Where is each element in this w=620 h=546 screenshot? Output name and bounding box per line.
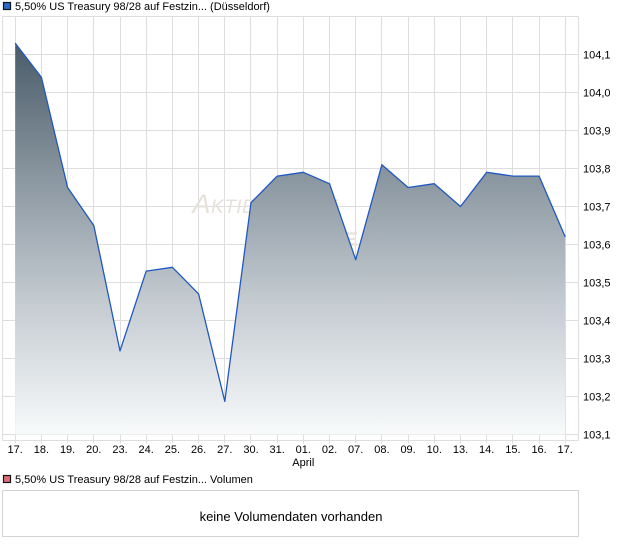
- svg-text:08.: 08.: [374, 444, 389, 456]
- svg-text:5,50% US Treasury 98/28 auf Fe: 5,50% US Treasury 98/28 auf Festzin... (…: [15, 1, 270, 13]
- svg-text:27.: 27.: [217, 444, 232, 456]
- svg-text:17.: 17.: [8, 444, 23, 456]
- svg-text:104,1: 104,1: [583, 50, 611, 62]
- svg-text:April: April: [292, 457, 314, 469]
- svg-text:10.: 10.: [427, 444, 442, 456]
- svg-text:09.: 09.: [400, 444, 415, 456]
- svg-text:103,6: 103,6: [583, 240, 611, 252]
- svg-text:103,4: 103,4: [583, 316, 611, 328]
- svg-text:103,5: 103,5: [583, 278, 611, 290]
- svg-text:104,0: 104,0: [583, 88, 611, 100]
- svg-text:01.: 01.: [296, 444, 311, 456]
- svg-text:103,2: 103,2: [583, 392, 611, 404]
- svg-text:103,8: 103,8: [583, 164, 611, 176]
- svg-text:20.: 20.: [86, 444, 101, 456]
- svg-text:103,3: 103,3: [583, 354, 611, 366]
- svg-text:07.: 07.: [348, 444, 363, 456]
- svg-text:5,50% US Treasury 98/28 auf Fe: 5,50% US Treasury 98/28 auf Festzin... V…: [15, 474, 253, 486]
- svg-text:19.: 19.: [60, 444, 75, 456]
- svg-text:24.: 24.: [139, 444, 154, 456]
- svg-text:14.: 14.: [479, 444, 494, 456]
- svg-text:23.: 23.: [112, 444, 127, 456]
- svg-text:18.: 18.: [34, 444, 49, 456]
- svg-text:25.: 25.: [165, 444, 180, 456]
- svg-text:17.: 17.: [558, 444, 573, 456]
- svg-text:13.: 13.: [453, 444, 468, 456]
- svg-text:30.: 30.: [243, 444, 258, 456]
- svg-text:26.: 26.: [191, 444, 206, 456]
- svg-text:103,7: 103,7: [583, 202, 611, 214]
- svg-text:keine Volumendaten vorhanden: keine Volumendaten vorhanden: [200, 509, 383, 524]
- svg-text:103,1: 103,1: [583, 430, 611, 442]
- svg-text:15.: 15.: [505, 444, 520, 456]
- svg-text:02.: 02.: [322, 444, 337, 456]
- svg-text:103,9: 103,9: [583, 126, 611, 138]
- svg-text:31.: 31.: [270, 444, 285, 456]
- svg-text:16.: 16.: [531, 444, 546, 456]
